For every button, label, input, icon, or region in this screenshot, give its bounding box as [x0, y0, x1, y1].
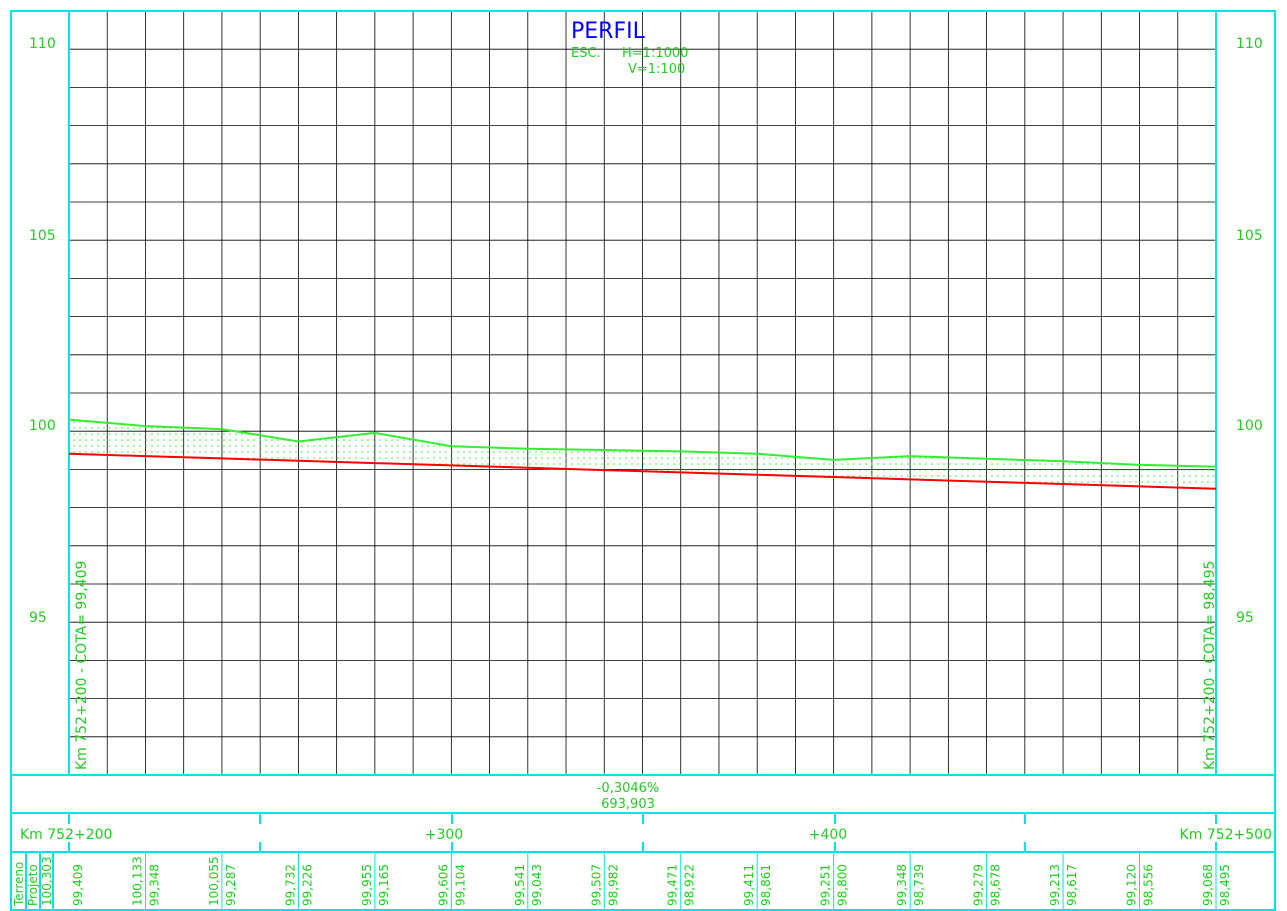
station-value: 98,617	[1065, 864, 1079, 906]
station-value: 99,411	[742, 864, 756, 906]
page-title: PERFIL	[571, 19, 646, 44]
station-value: 99,043	[530, 864, 544, 906]
y-tick-label: 95	[29, 610, 47, 626]
station-value: 98,982	[606, 864, 620, 906]
profile-plot	[68, 418, 1217, 490]
km-ticks	[68, 813, 1217, 852]
y-tick-label: 100	[1236, 418, 1263, 434]
terrain-line	[68, 418, 1217, 468]
y-tick-label: 105	[29, 228, 56, 244]
row-label-terrain: Terreno	[12, 862, 26, 907]
station-value: 99,068	[1201, 864, 1215, 906]
station-value: 99,165	[377, 864, 391, 906]
km-end-label: Km 752+500	[1180, 827, 1272, 843]
y-tick-label: 95	[1236, 610, 1254, 626]
station-value: 99,409	[71, 864, 85, 906]
station-value: 99,226	[300, 864, 314, 906]
station-value: 98,861	[759, 864, 773, 906]
y-tick-label: 105	[1236, 228, 1263, 244]
left-station-note: Km 752+200 - COTA= 99,409	[74, 561, 90, 770]
station-value: 99,606	[436, 864, 450, 906]
station-value: 98,495	[1218, 864, 1232, 906]
station-value: 99,287	[224, 864, 238, 906]
station-values: 99,409 100,133 99,348 100,055 99,287 99,732 99…	[71, 852, 1232, 910]
cut-fill-area	[69, 419, 1216, 489]
station-value: 98,678	[989, 864, 1003, 906]
station-value: 98,922	[683, 864, 697, 906]
station-value: 99,120	[1125, 864, 1139, 906]
y-tick-label: 110	[29, 36, 56, 52]
grade-percent: -0,3046%	[597, 781, 660, 796]
y-axis-right: 110 105 100 95	[1236, 36, 1263, 626]
station-value: 100,133	[130, 856, 144, 906]
station-value: 100,055	[207, 856, 221, 906]
station-value: 99,279	[972, 864, 986, 906]
station-value: 99,541	[513, 864, 527, 906]
km-300-label: +300	[425, 827, 463, 843]
km-start-label: Km 752+200	[20, 827, 112, 843]
grid	[68, 10, 1217, 776]
scale-vertical: V=1:100	[628, 62, 685, 77]
right-station-note: Km 752+200 - COTA= 98,495	[1202, 561, 1218, 770]
station-value: 98,556	[1142, 864, 1156, 906]
km-400-label: +400	[809, 827, 847, 843]
station-value: 99,732	[283, 864, 297, 906]
y-tick-label: 100	[29, 418, 56, 434]
scale-label: ESC.	[571, 46, 601, 61]
station-value: 99,104	[453, 864, 467, 906]
station-value: 98,739	[912, 864, 926, 906]
station-value: 99,348	[147, 864, 161, 906]
project-line	[68, 452, 1217, 490]
row-label-project: Projeto	[26, 864, 40, 906]
station-value: 98,800	[836, 864, 850, 906]
scale-horizontal: H=1:1000	[622, 46, 688, 61]
y-axis-left: 110 105 100 95	[29, 36, 56, 626]
first-terrain-value: 100,303	[40, 856, 54, 906]
station-value: 99,251	[819, 864, 833, 906]
station-value: 99,213	[1048, 864, 1062, 906]
station-value: 99,955	[360, 864, 374, 906]
station-value: 99,348	[895, 864, 909, 906]
station-value: 99,471	[666, 864, 680, 906]
y-tick-label: 110	[1236, 36, 1263, 52]
grade-length: 693,903	[601, 797, 655, 812]
station-value: 99,507	[589, 864, 603, 906]
